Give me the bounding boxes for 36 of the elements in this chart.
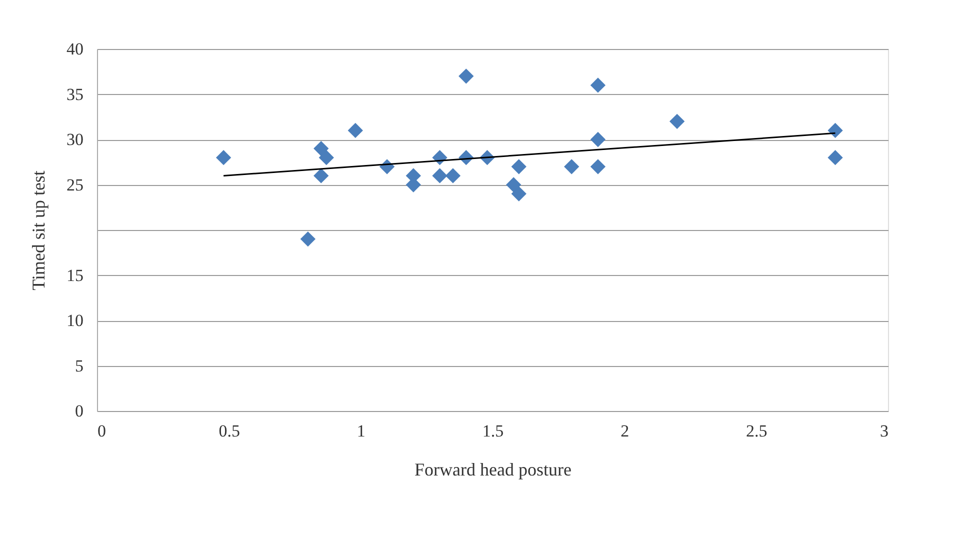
x-tick-label: 2.5 xyxy=(746,422,768,440)
point xyxy=(348,122,363,138)
point xyxy=(511,159,526,174)
x-tick-label: 0.5 xyxy=(218,422,240,440)
point xyxy=(669,114,685,129)
point xyxy=(590,132,606,148)
y-tick-label: 0 xyxy=(75,402,84,420)
x-tick-label: 1 xyxy=(356,422,366,440)
x-tick-label: 3 xyxy=(880,422,888,440)
point xyxy=(458,68,474,84)
x-tick-label: 1.5 xyxy=(482,422,504,440)
point xyxy=(506,177,522,192)
point xyxy=(828,150,843,166)
y-tick-label: 25 xyxy=(66,175,84,194)
y-tick-label: 5 xyxy=(75,356,84,376)
point xyxy=(564,159,580,174)
point xyxy=(216,150,232,166)
point xyxy=(314,168,329,184)
point xyxy=(300,231,316,247)
y-tick-label: 10 xyxy=(66,311,84,330)
x-tick-label: 2 xyxy=(620,422,630,440)
point xyxy=(445,168,461,184)
point xyxy=(590,78,606,93)
point xyxy=(432,168,448,184)
x-tick-label: 0 xyxy=(98,422,106,440)
point xyxy=(828,122,843,138)
y-tick-label: 15 xyxy=(66,266,84,285)
point xyxy=(511,186,526,202)
x-axis-title: Forward head posture xyxy=(414,460,572,480)
point xyxy=(318,150,334,166)
y-tick-label: 35 xyxy=(66,84,84,104)
point xyxy=(590,159,606,174)
y-tick-label: 30 xyxy=(66,130,84,149)
y-axis-title: Timed sit up test xyxy=(28,170,48,290)
y-tick-label: 40 xyxy=(66,40,84,58)
point xyxy=(314,140,329,156)
